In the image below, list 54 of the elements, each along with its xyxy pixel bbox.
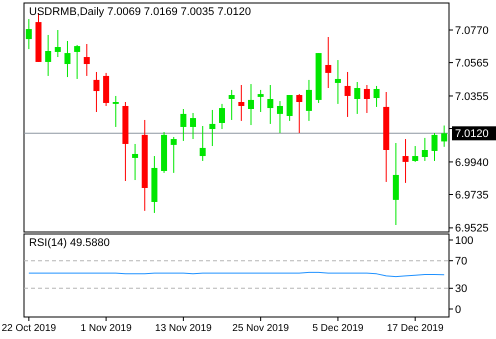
candlestick bbox=[93, 71, 100, 113]
candlestick bbox=[238, 84, 244, 122]
candlestick bbox=[286, 94, 293, 122]
candlestick bbox=[248, 84, 254, 126]
y-tick-label: 7.0565 bbox=[455, 57, 489, 70]
candlestick bbox=[45, 34, 52, 76]
x-tick-label: 17 Dec 2019 bbox=[386, 323, 444, 334]
candlestick bbox=[364, 84, 370, 114]
y-tick-label: 6.9940 bbox=[455, 156, 489, 169]
y-tick-label: 0 bbox=[455, 304, 462, 316]
y-tick-label: 70 bbox=[455, 256, 468, 268]
candlestick bbox=[432, 132, 438, 162]
candlestick bbox=[374, 85, 380, 108]
candlestick bbox=[170, 136, 177, 174]
candlestick bbox=[209, 109, 216, 147]
chart-title: RSI(14) 49.5880 bbox=[29, 237, 110, 249]
candlestick bbox=[422, 137, 428, 162]
candlestick bbox=[180, 108, 186, 142]
candlestick bbox=[26, 18, 32, 50]
candlestick bbox=[190, 112, 196, 140]
candlestick bbox=[258, 89, 264, 113]
candlestick bbox=[441, 125, 448, 148]
candlestick bbox=[74, 44, 80, 80]
candlestick bbox=[84, 44, 90, 76]
candlestick bbox=[412, 146, 418, 162]
ref-line-label: 7.0120 bbox=[455, 128, 489, 140]
y-tick-label: 7.0770 bbox=[455, 24, 489, 37]
candlestick bbox=[276, 100, 283, 134]
candlestick bbox=[200, 126, 206, 162]
candlestick bbox=[54, 30, 61, 58]
candlestick bbox=[132, 143, 138, 181]
candlestick bbox=[296, 94, 302, 134]
candlestick bbox=[402, 138, 409, 184]
x-tick-label: 1 Nov 2019 bbox=[80, 323, 132, 334]
x-tick-label: 13 Nov 2019 bbox=[155, 323, 212, 334]
candlestick bbox=[228, 89, 235, 120]
y-tick-label: 100 bbox=[455, 234, 474, 247]
x-tick-label: 5 Dec 2019 bbox=[312, 323, 364, 334]
y-tick-label: 7.0355 bbox=[455, 90, 489, 103]
candlestick bbox=[325, 36, 332, 89]
x-tick-label: 22 Oct 2019 bbox=[2, 323, 57, 334]
candlestick bbox=[344, 71, 351, 118]
candlestick bbox=[334, 60, 341, 104]
x-tick-label: 25 Nov 2019 bbox=[232, 323, 290, 334]
candlestick bbox=[354, 81, 360, 114]
candlestick bbox=[112, 95, 119, 128]
candlestick bbox=[219, 103, 226, 130]
candlestick bbox=[64, 40, 70, 78]
candlestick bbox=[306, 79, 312, 122]
y-tick-label: 30 bbox=[455, 283, 468, 296]
y-tick-label: 6.9525 bbox=[455, 222, 489, 235]
chart-title: USDRMB,Daily 7.0069 7.0169 7.0035 7.0120 bbox=[29, 6, 251, 18]
y-tick-label: 6.9735 bbox=[455, 189, 489, 202]
candlestick bbox=[267, 84, 274, 124]
